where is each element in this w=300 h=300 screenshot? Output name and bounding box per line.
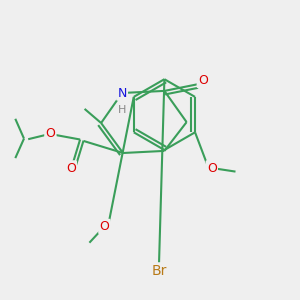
Text: N: N [117, 86, 127, 100]
Text: O: O [207, 161, 217, 175]
Text: O: O [198, 74, 208, 87]
Text: O: O [100, 220, 109, 233]
Text: Br: Br [151, 264, 167, 278]
Text: H: H [118, 105, 126, 116]
Text: O: O [46, 127, 55, 140]
Text: O: O [66, 161, 76, 175]
